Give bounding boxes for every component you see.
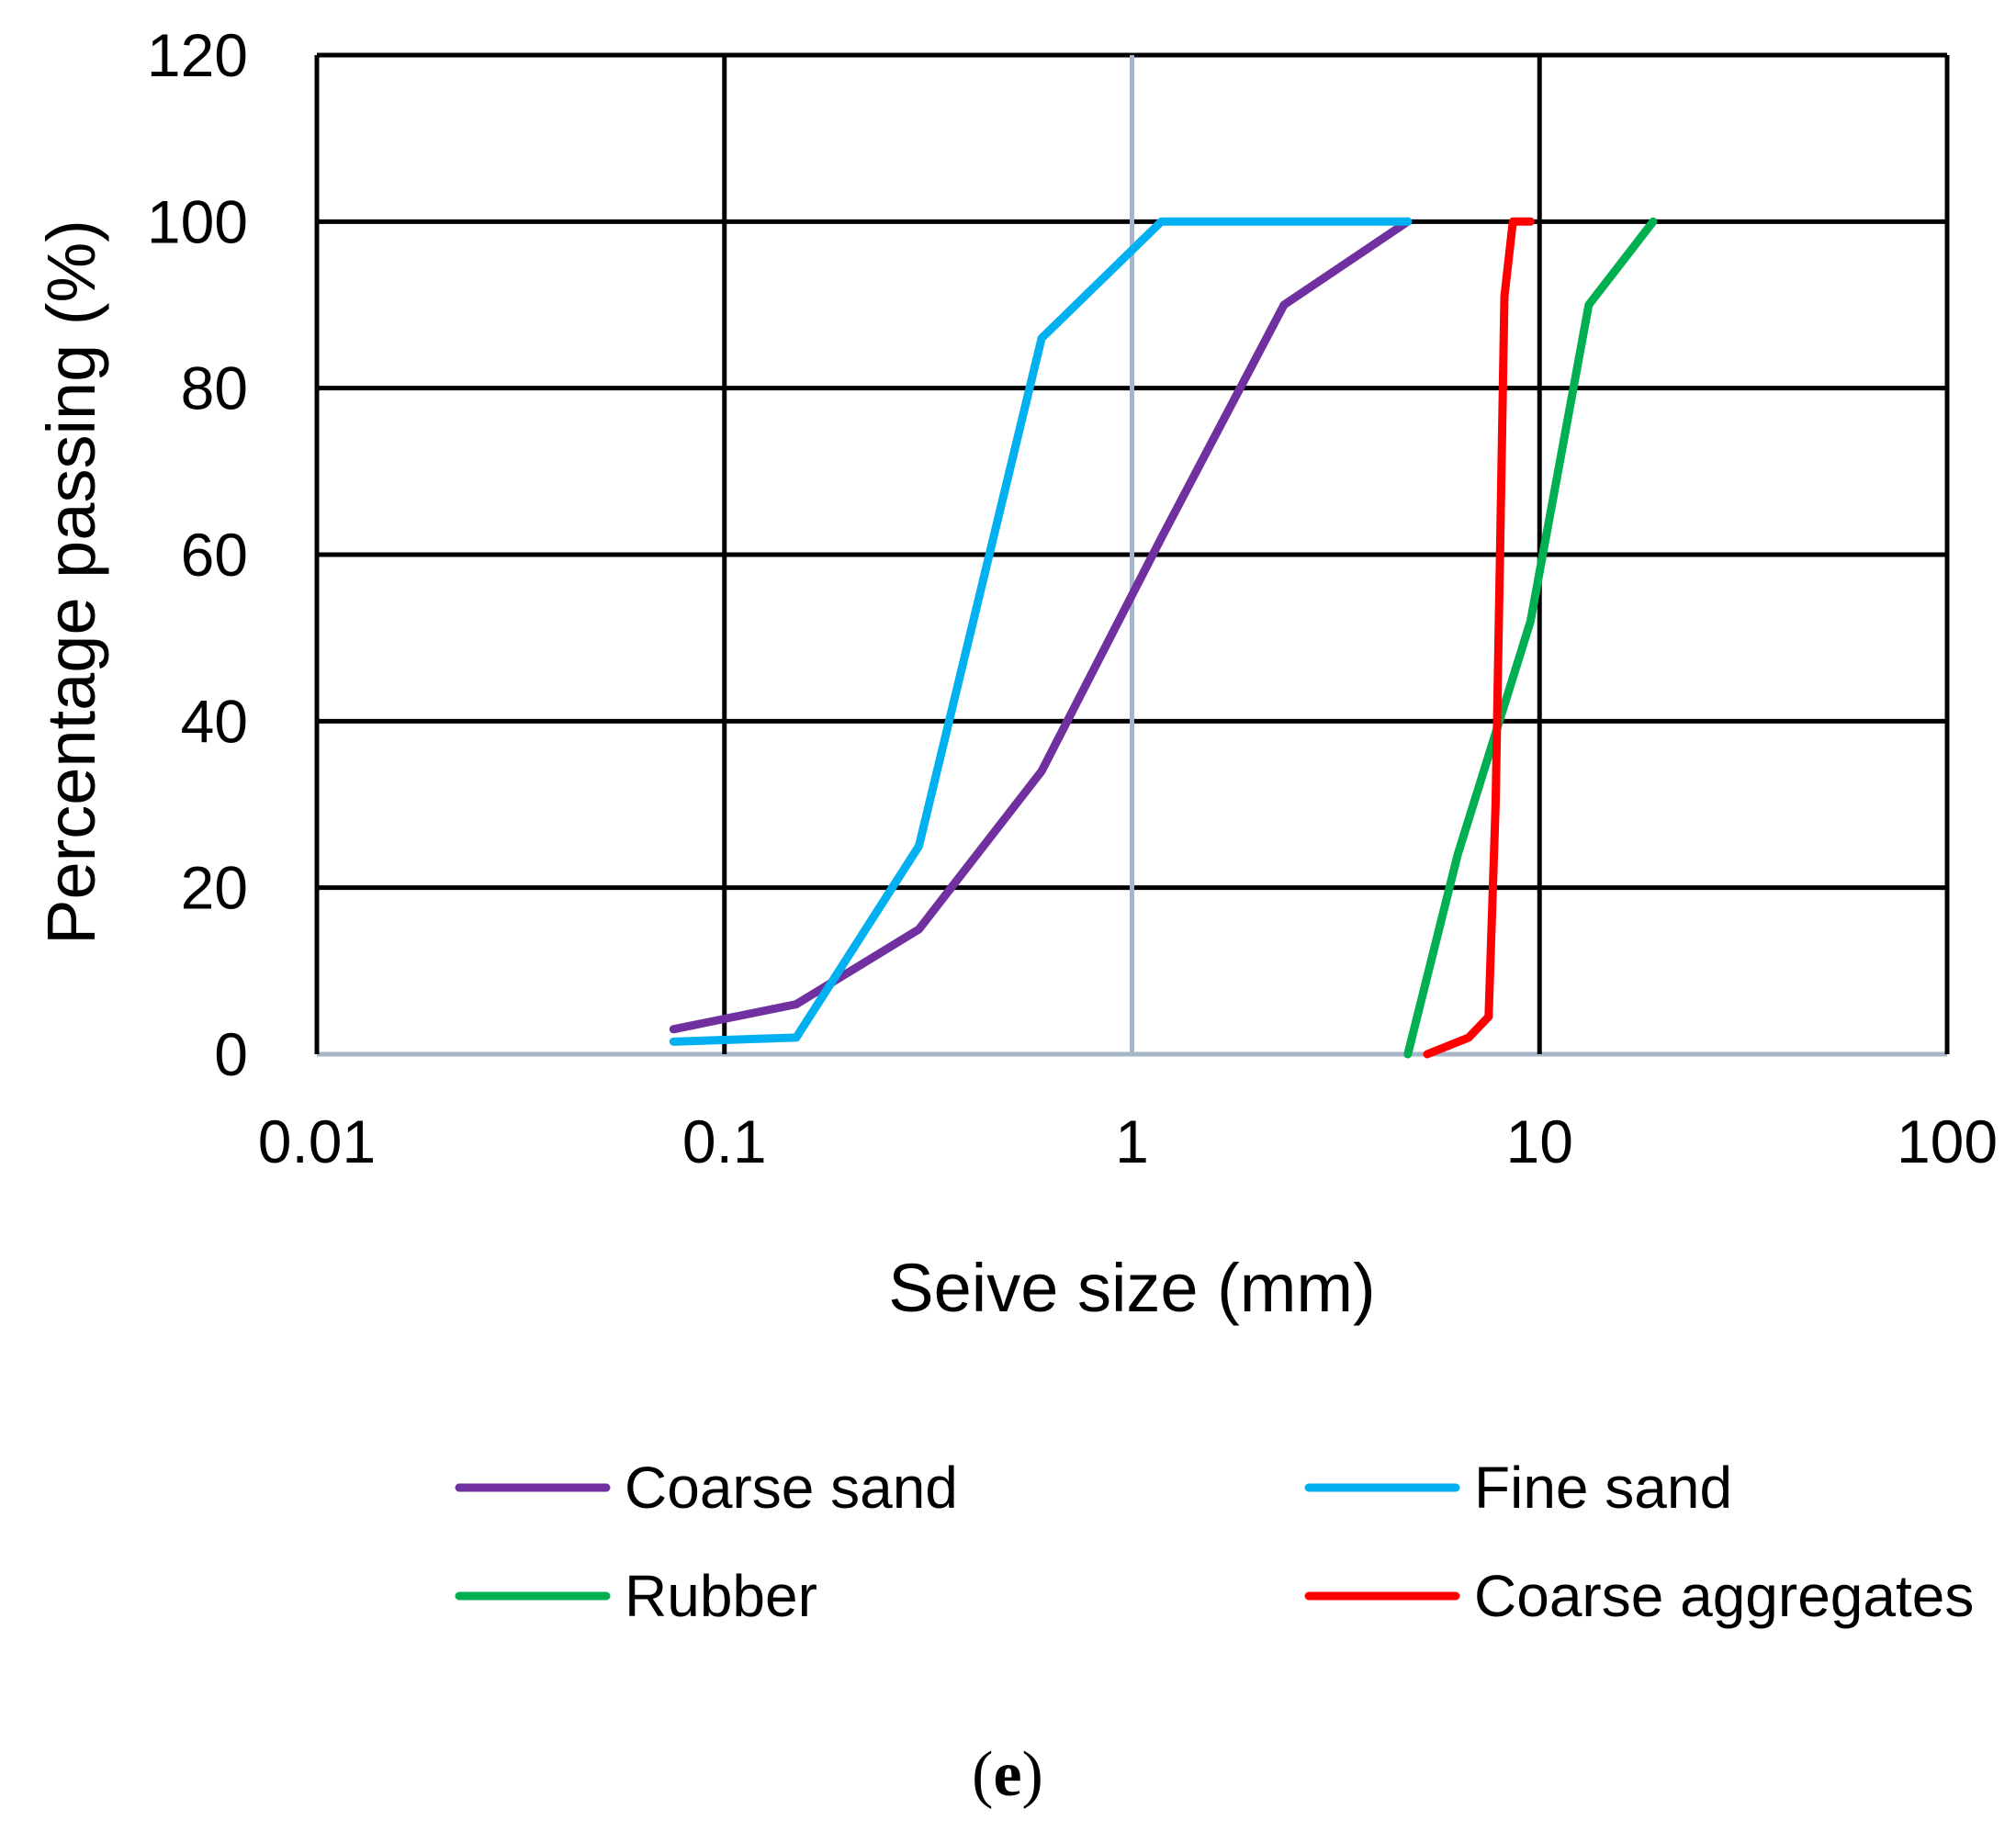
legend-item-rubber: Rubber	[455, 1563, 817, 1629]
legend-item-fine-sand: Fine sand	[1304, 1455, 1732, 1521]
y-tick-label-40: 40	[181, 687, 248, 755]
x-tick-label-0-1: 0.1	[682, 1107, 767, 1175]
panel-label: (e)	[972, 1739, 1043, 1810]
x-tick-label-10: 10	[1506, 1107, 1573, 1175]
panel-label-close: )	[1022, 1739, 1043, 1810]
x-axis-title: Seive size (mm)	[888, 1250, 1375, 1326]
legend-item-coarse-sand: Coarse sand	[455, 1455, 958, 1521]
panel-label-letter: e	[993, 1739, 1021, 1810]
y-tick-label-120: 120	[147, 21, 248, 89]
grid-layer	[314, 52, 1950, 1057]
y-tick-label-100: 100	[147, 187, 248, 255]
y-axis-title: Percentage passing (%)	[33, 219, 109, 945]
legend-label-coarse-aggregates: Coarse aggregates	[1474, 1563, 1974, 1629]
y-tick-label-20: 20	[181, 854, 248, 922]
axis-title-layer: Seive size (mm) Percentage passing (%)	[33, 219, 1376, 1326]
x-tick-label-100: 100	[1897, 1107, 1998, 1175]
series-line-coarse-aggregates	[1423, 217, 1535, 1059]
series-line-fine-sand	[669, 217, 1413, 1046]
legend-label-fine-sand: Fine sand	[1474, 1455, 1732, 1521]
y-tick-label-60: 60	[181, 521, 248, 589]
panel-label-open: (	[972, 1739, 993, 1810]
series-line-coarse-sand	[669, 217, 1413, 1034]
x-tick-label-0-01: 0.01	[258, 1107, 376, 1175]
legend: Coarse sand Fine sand Rubber Coarse aggrega…	[455, 1455, 1974, 1629]
series-line-rubber	[1403, 217, 1658, 1059]
series-layer	[669, 217, 1658, 1059]
legend-label-rubber: Rubber	[625, 1563, 817, 1629]
legend-item-coarse-aggregates: Coarse aggregates	[1304, 1563, 1974, 1629]
legend-label-coarse-sand: Coarse sand	[625, 1455, 958, 1521]
y-tick-label-80: 80	[181, 354, 248, 422]
y-tick-label-0: 0	[214, 1020, 248, 1088]
x-tick-label-1: 1	[1115, 1107, 1149, 1175]
tick-label-layer: 0 20 40 60 80 100 120 0.01 0.1 1 10 100	[147, 21, 1998, 1175]
